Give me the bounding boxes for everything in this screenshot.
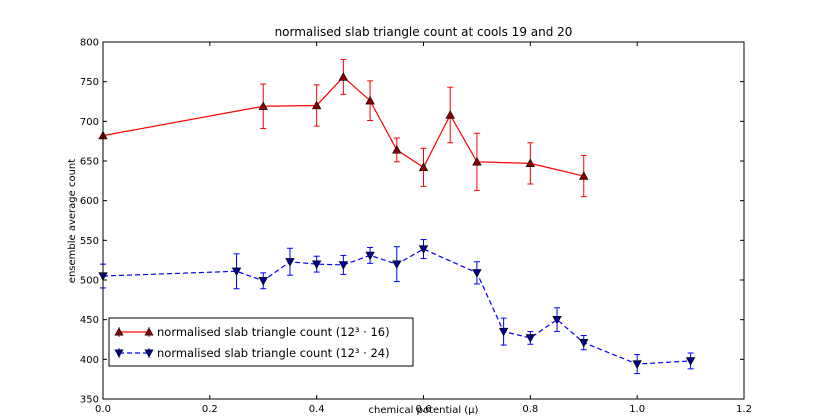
legend-label: normalised slab triangle count (12³ · 16… — [157, 325, 390, 339]
series-1 — [98, 58, 589, 198]
data-point — [498, 327, 509, 337]
plot-frame — [102, 41, 745, 400]
x-tick-label: 0.4 — [309, 404, 325, 415]
y-tick-label: 350 — [80, 395, 99, 406]
data-point — [392, 145, 402, 154]
x-tick-label: 0.6 — [416, 404, 432, 415]
data-point — [311, 260, 322, 269]
data-point — [445, 110, 455, 119]
x-tick-label: 0.2 — [202, 404, 218, 415]
x-tick-label: 1.2 — [736, 404, 752, 415]
legend-entry: normalised slab triangle count (12³ · 24… — [114, 346, 390, 360]
data-point — [392, 260, 402, 269]
data-point — [552, 316, 562, 325]
y-tick-label: 500 — [80, 276, 99, 287]
legend-marker — [144, 327, 154, 336]
legend-frame — [108, 317, 414, 367]
data-point — [258, 101, 268, 110]
series-2 — [98, 239, 696, 375]
x-tick-label: 0.0 — [95, 404, 111, 415]
data-point — [418, 162, 429, 172]
y-tick-label: 700 — [80, 117, 99, 128]
legend-label: normalised slab triangle count (12³ · 24… — [157, 346, 390, 360]
x-tick-label: 0.8 — [522, 404, 538, 415]
data-point — [525, 334, 536, 343]
legend-entry: normalised slab triangle count (12³ · 16… — [114, 325, 390, 339]
y-tick-label: 650 — [80, 157, 99, 168]
legend-marker — [144, 349, 154, 358]
x-tick-label: 1.0 — [629, 404, 645, 415]
y-tick-label: 800 — [80, 38, 99, 49]
y-tick-label: 450 — [80, 315, 99, 326]
legend-marker — [114, 349, 124, 358]
y-tick-label: 400 — [80, 355, 99, 366]
y-tick-label: 550 — [80, 236, 99, 247]
data-point — [365, 95, 375, 105]
data-point — [579, 339, 589, 348]
y-tick-label: 750 — [80, 77, 99, 88]
y-axis-label: ensemble average count — [67, 159, 78, 283]
data-point — [338, 261, 349, 270]
data-point — [579, 171, 589, 180]
legend: normalised slab triangle count (12³ · 16… — [108, 317, 414, 367]
x-axis-label: chemical potential (μ) — [369, 405, 479, 416]
data-point — [231, 267, 242, 277]
data-point — [338, 72, 349, 81]
data-point — [311, 100, 322, 110]
data-point — [418, 245, 429, 254]
plot-area — [98, 58, 696, 375]
data-point — [525, 158, 536, 168]
data-point — [472, 156, 482, 166]
legend-marker — [114, 327, 124, 336]
series-line — [102, 248, 691, 365]
data-point — [685, 357, 696, 366]
data-point — [472, 269, 482, 278]
data-point — [632, 360, 642, 369]
data-point — [258, 277, 268, 286]
data-point — [365, 251, 375, 261]
chart-title: normalised slab triangle count at cools … — [275, 25, 573, 39]
data-point — [285, 258, 295, 267]
y-tick-label: 600 — [80, 196, 99, 207]
